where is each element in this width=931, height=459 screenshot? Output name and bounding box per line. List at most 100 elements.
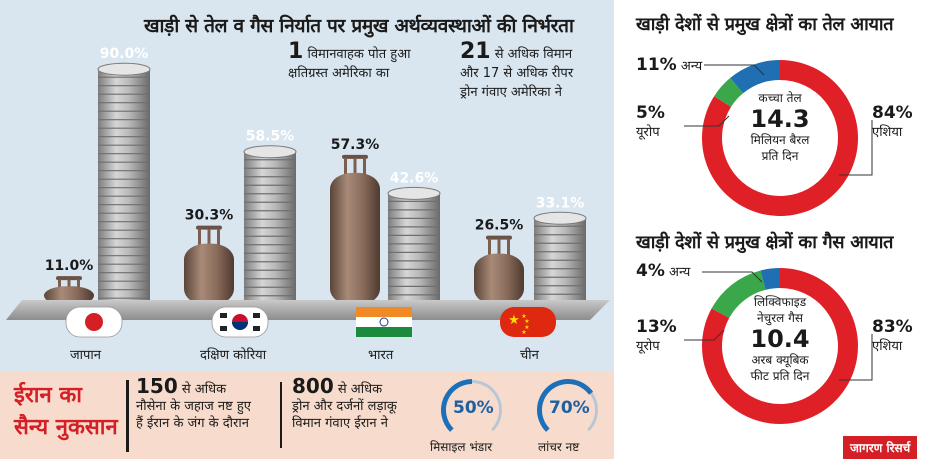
- drones-stat-line3: विमान गंवाए ईरान ने: [292, 416, 388, 431]
- oil-europe-label: 5% यूरोप: [636, 104, 665, 142]
- country-label-korea: दक्षिण कोरिया: [200, 348, 267, 363]
- iran-loss-panel: [0, 371, 614, 459]
- oil-slice-europe: [714, 77, 744, 107]
- missile-gauge-fill: [441, 379, 472, 432]
- drones-stat-line2: ड्रोन और दर्जनों लड़ाकू: [292, 399, 397, 414]
- country-label-japan: जापान: [70, 348, 101, 363]
- gas-other-name: अन्य: [669, 265, 691, 280]
- gas-asia-label: 83% एशिया: [872, 318, 913, 356]
- ships-stat: 150 से अधिक नौसेना के जहाज नष्ट हुए हैं …: [136, 376, 251, 432]
- missile-gauge: [441, 379, 502, 432]
- gas-cylinder-korea: [184, 225, 234, 305]
- oil-value-label-india: 42.6%: [390, 170, 439, 186]
- iran-title-line2: सैन्य नुकसान: [14, 415, 118, 440]
- donut-leader-lines: [684, 64, 873, 381]
- gas-center-value: 10.4: [750, 325, 810, 353]
- oil-asia-name: एशिया: [872, 125, 903, 140]
- oil-asia-label: 84% एशिया: [872, 104, 913, 142]
- svg-text:★: ★: [524, 318, 529, 325]
- oil-asia-pct: 84%: [872, 103, 913, 123]
- oil-barrel-china: [533, 211, 587, 305]
- oil-center-line3: प्रति दिन: [761, 149, 799, 163]
- ships-stat-line3: हैं ईरान के जंग के दौरान: [136, 416, 249, 431]
- gas-donut: [702, 268, 858, 424]
- svg-text:★: ★: [524, 324, 529, 331]
- iran-title-line1: ईरान का: [14, 383, 82, 408]
- drone-note: 21 से अधिक विमान और 17 से अधिक रीपर ड्रो…: [460, 39, 574, 102]
- gas-value-label-india: 57.3%: [331, 137, 380, 153]
- carrier-note-line1: विमानवाहक पोत हुआ: [307, 47, 411, 62]
- gas-import-title: खाड़ी देशों से प्रमुख क्षेत्रों का गैस आ…: [636, 232, 894, 253]
- oil-value-label-japan: 90.0%: [100, 46, 149, 62]
- ships-stat-number: 150: [136, 374, 178, 398]
- oil-asia-leader: [839, 120, 873, 176]
- oil-other-label: 11% अन्य: [636, 56, 702, 76]
- oil-center-line1: कच्चा तेल: [758, 91, 802, 105]
- gas-europe-name: यूरोप: [636, 339, 660, 354]
- gas-other-pct: 4%: [636, 261, 665, 281]
- gas-center-line2: नेचुरल गैस: [756, 311, 803, 325]
- ships-stat-line1: से अधिक: [181, 382, 227, 397]
- gas-value-label-japan: 11.0%: [45, 258, 94, 274]
- oil-other-name: अन्य: [680, 59, 703, 74]
- drone-note-line2: और 17 से अधिक रीपर: [460, 66, 574, 81]
- launcher-gauge: [537, 379, 598, 432]
- dependency-chart: 11.0% 90.0% 30.3% 58.5% 57.3% 42.6% 26.5% 33.1%…: [6, 46, 610, 338]
- launcher-gauge-label: लांचर नष्ट: [538, 440, 580, 454]
- brand-badge: जागरण रिसर्च: [843, 436, 918, 459]
- gas-europe-label: 13% यूरोप: [636, 318, 677, 356]
- flag-south-korea: [211, 306, 269, 338]
- stat-divider: [280, 382, 282, 448]
- gas-europe-pct: 13%: [636, 317, 677, 337]
- flag-china: ★ ★★★★: [500, 307, 556, 337]
- flag-india: [356, 307, 412, 337]
- gas-other-leader: [702, 271, 763, 283]
- drone-note-line1: से अधिक विमान: [494, 47, 573, 62]
- oil-europe-pct: 5%: [636, 103, 665, 123]
- missile-gauge-label: मिसाइल भंडार: [430, 440, 493, 454]
- iran-loss-title: ईरान का सैन्य नुकसान: [14, 380, 118, 444]
- dependency-title: खाड़ी से तेल व गैस निर्यात पर प्रमुख अर्…: [144, 15, 574, 37]
- oil-center-line2: मिलियन बैरल: [750, 133, 810, 147]
- gas-center-line3: अरब क्यूबिक: [751, 353, 809, 367]
- gas-asia-pct: 83%: [872, 317, 913, 337]
- gas-cylinder-china: [474, 235, 524, 305]
- oil-donut-center: कच्चा तेल 14.3 मिलियन बैरल प्रति दिन: [720, 90, 840, 164]
- carrier-note-line2: क्षतिग्रस्त अमेरिका का: [288, 66, 390, 81]
- gas-cylinder-india: [330, 154, 380, 305]
- oil-center-value: 14.3: [750, 105, 810, 133]
- drones-stat: 800 से अधिक ड्रोन और दर्जनों लड़ाकू विमा…: [292, 376, 397, 432]
- panel-divider: [614, 0, 624, 459]
- gas-center-line1: लिक्विफाइड: [753, 295, 807, 309]
- iran-section-divider: [126, 380, 129, 452]
- gas-center-line4: फीट प्रति दिन: [750, 369, 810, 383]
- flag-japan: [65, 306, 123, 338]
- drones-stat-line1: से अधिक: [337, 382, 383, 397]
- country-label-china: चीन: [520, 348, 539, 363]
- gas-other-label: 4% अन्य: [636, 262, 690, 282]
- gas-europe-leader: [684, 329, 725, 341]
- svg-text:★: ★: [521, 329, 526, 336]
- svg-text:★: ★: [521, 313, 526, 320]
- gas-asia-leader: [839, 334, 873, 381]
- ships-stat-line2: नौसेना के जहाज नष्ट हुए: [136, 399, 251, 414]
- oil-import-title: खाड़ी देशों से प्रमुख क्षेत्रों का तेल आ…: [636, 14, 894, 35]
- oil-other-pct: 11%: [636, 55, 677, 75]
- gas-slice-europe: [711, 270, 766, 319]
- oil-europe-leader: [684, 115, 730, 127]
- drone-note-line3: ड्रोन गंवाए अमेरिका ने: [460, 85, 562, 100]
- oil-value-label-china: 33.1%: [536, 195, 585, 211]
- launcher-gauge-fill: [537, 379, 594, 432]
- drone-note-number: 21: [460, 39, 491, 64]
- oil-value-label-korea: 58.5%: [246, 129, 295, 145]
- oil-barrel-india: [387, 186, 441, 305]
- oil-barrel-korea: [243, 145, 297, 305]
- gas-value-label-korea: 30.3%: [185, 208, 234, 224]
- oil-other-leader: [704, 64, 765, 76]
- carrier-note-number: 1: [288, 39, 304, 64]
- drones-stat-number: 800: [292, 374, 334, 398]
- oil-slice-other: [730, 60, 780, 94]
- carrier-note: 1 विमानवाहक पोत हुआ क्षतिग्रस्त अमेरिका …: [288, 39, 411, 83]
- oil-donut: [702, 60, 858, 216]
